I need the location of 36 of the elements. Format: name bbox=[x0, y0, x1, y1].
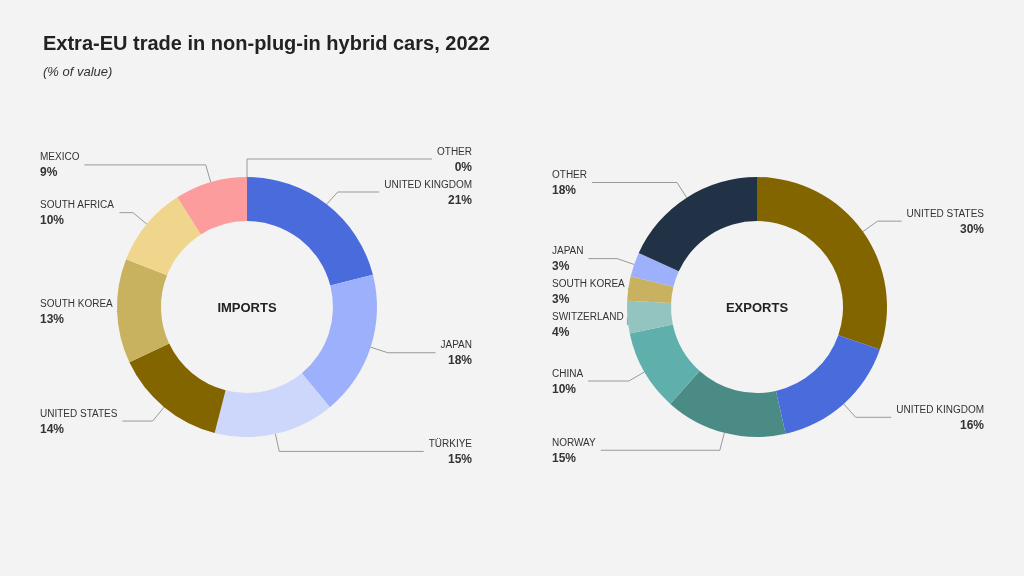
data-label: 10% bbox=[40, 213, 65, 228]
slice-label: UNITED KINGDOM bbox=[384, 178, 472, 190]
data-label: 13% bbox=[40, 312, 65, 327]
slice-label: UNITED STATES bbox=[40, 407, 118, 419]
data-label: 18% bbox=[552, 182, 577, 197]
text: EXPORTS bbox=[725, 299, 789, 315]
slice-label: JAPAN bbox=[552, 245, 584, 257]
chart-title: Extra-EU trade in non-plug-in hybrid cars, 2022 bbox=[43, 32, 490, 54]
data-label: 14% bbox=[40, 421, 65, 436]
slice-label: TÜRKIYE bbox=[428, 437, 473, 449]
category-label: OTHER bbox=[437, 145, 472, 157]
slice-label: UNITED KINGDOM bbox=[896, 403, 984, 415]
slice-label: UNITED STATES bbox=[906, 207, 985, 219]
data-label: 3% bbox=[552, 259, 570, 274]
slice-label: NORWAY bbox=[552, 436, 597, 448]
slice-label: CHINA bbox=[552, 367, 584, 379]
slice-label: SWITZERLAND bbox=[552, 311, 624, 323]
data-label: 30% bbox=[959, 221, 985, 236]
data-label: 4% bbox=[552, 325, 570, 340]
slice-label: JAPAN bbox=[440, 339, 472, 351]
slice-label: MEXICO bbox=[40, 151, 80, 163]
slice-label: SOUTH AFRICA bbox=[40, 199, 115, 211]
data-label: 3% bbox=[552, 292, 570, 307]
text: IMPORTS bbox=[217, 299, 277, 315]
chart-subtitle: (% of value) bbox=[43, 64, 113, 79]
data-label: 15% bbox=[447, 451, 473, 466]
text: 0% bbox=[454, 159, 472, 174]
data-label: 18% bbox=[447, 353, 473, 368]
data-label: 9% bbox=[40, 165, 58, 180]
data-label: 21% bbox=[447, 192, 473, 207]
slice-label: SOUTH KOREA bbox=[552, 278, 626, 290]
slice-label: OTHER bbox=[552, 168, 587, 180]
data-label: 16% bbox=[959, 417, 985, 432]
data-label: 10% bbox=[552, 381, 577, 396]
data-label: 15% bbox=[552, 450, 577, 465]
slice-label: SOUTH KOREA bbox=[40, 298, 114, 310]
